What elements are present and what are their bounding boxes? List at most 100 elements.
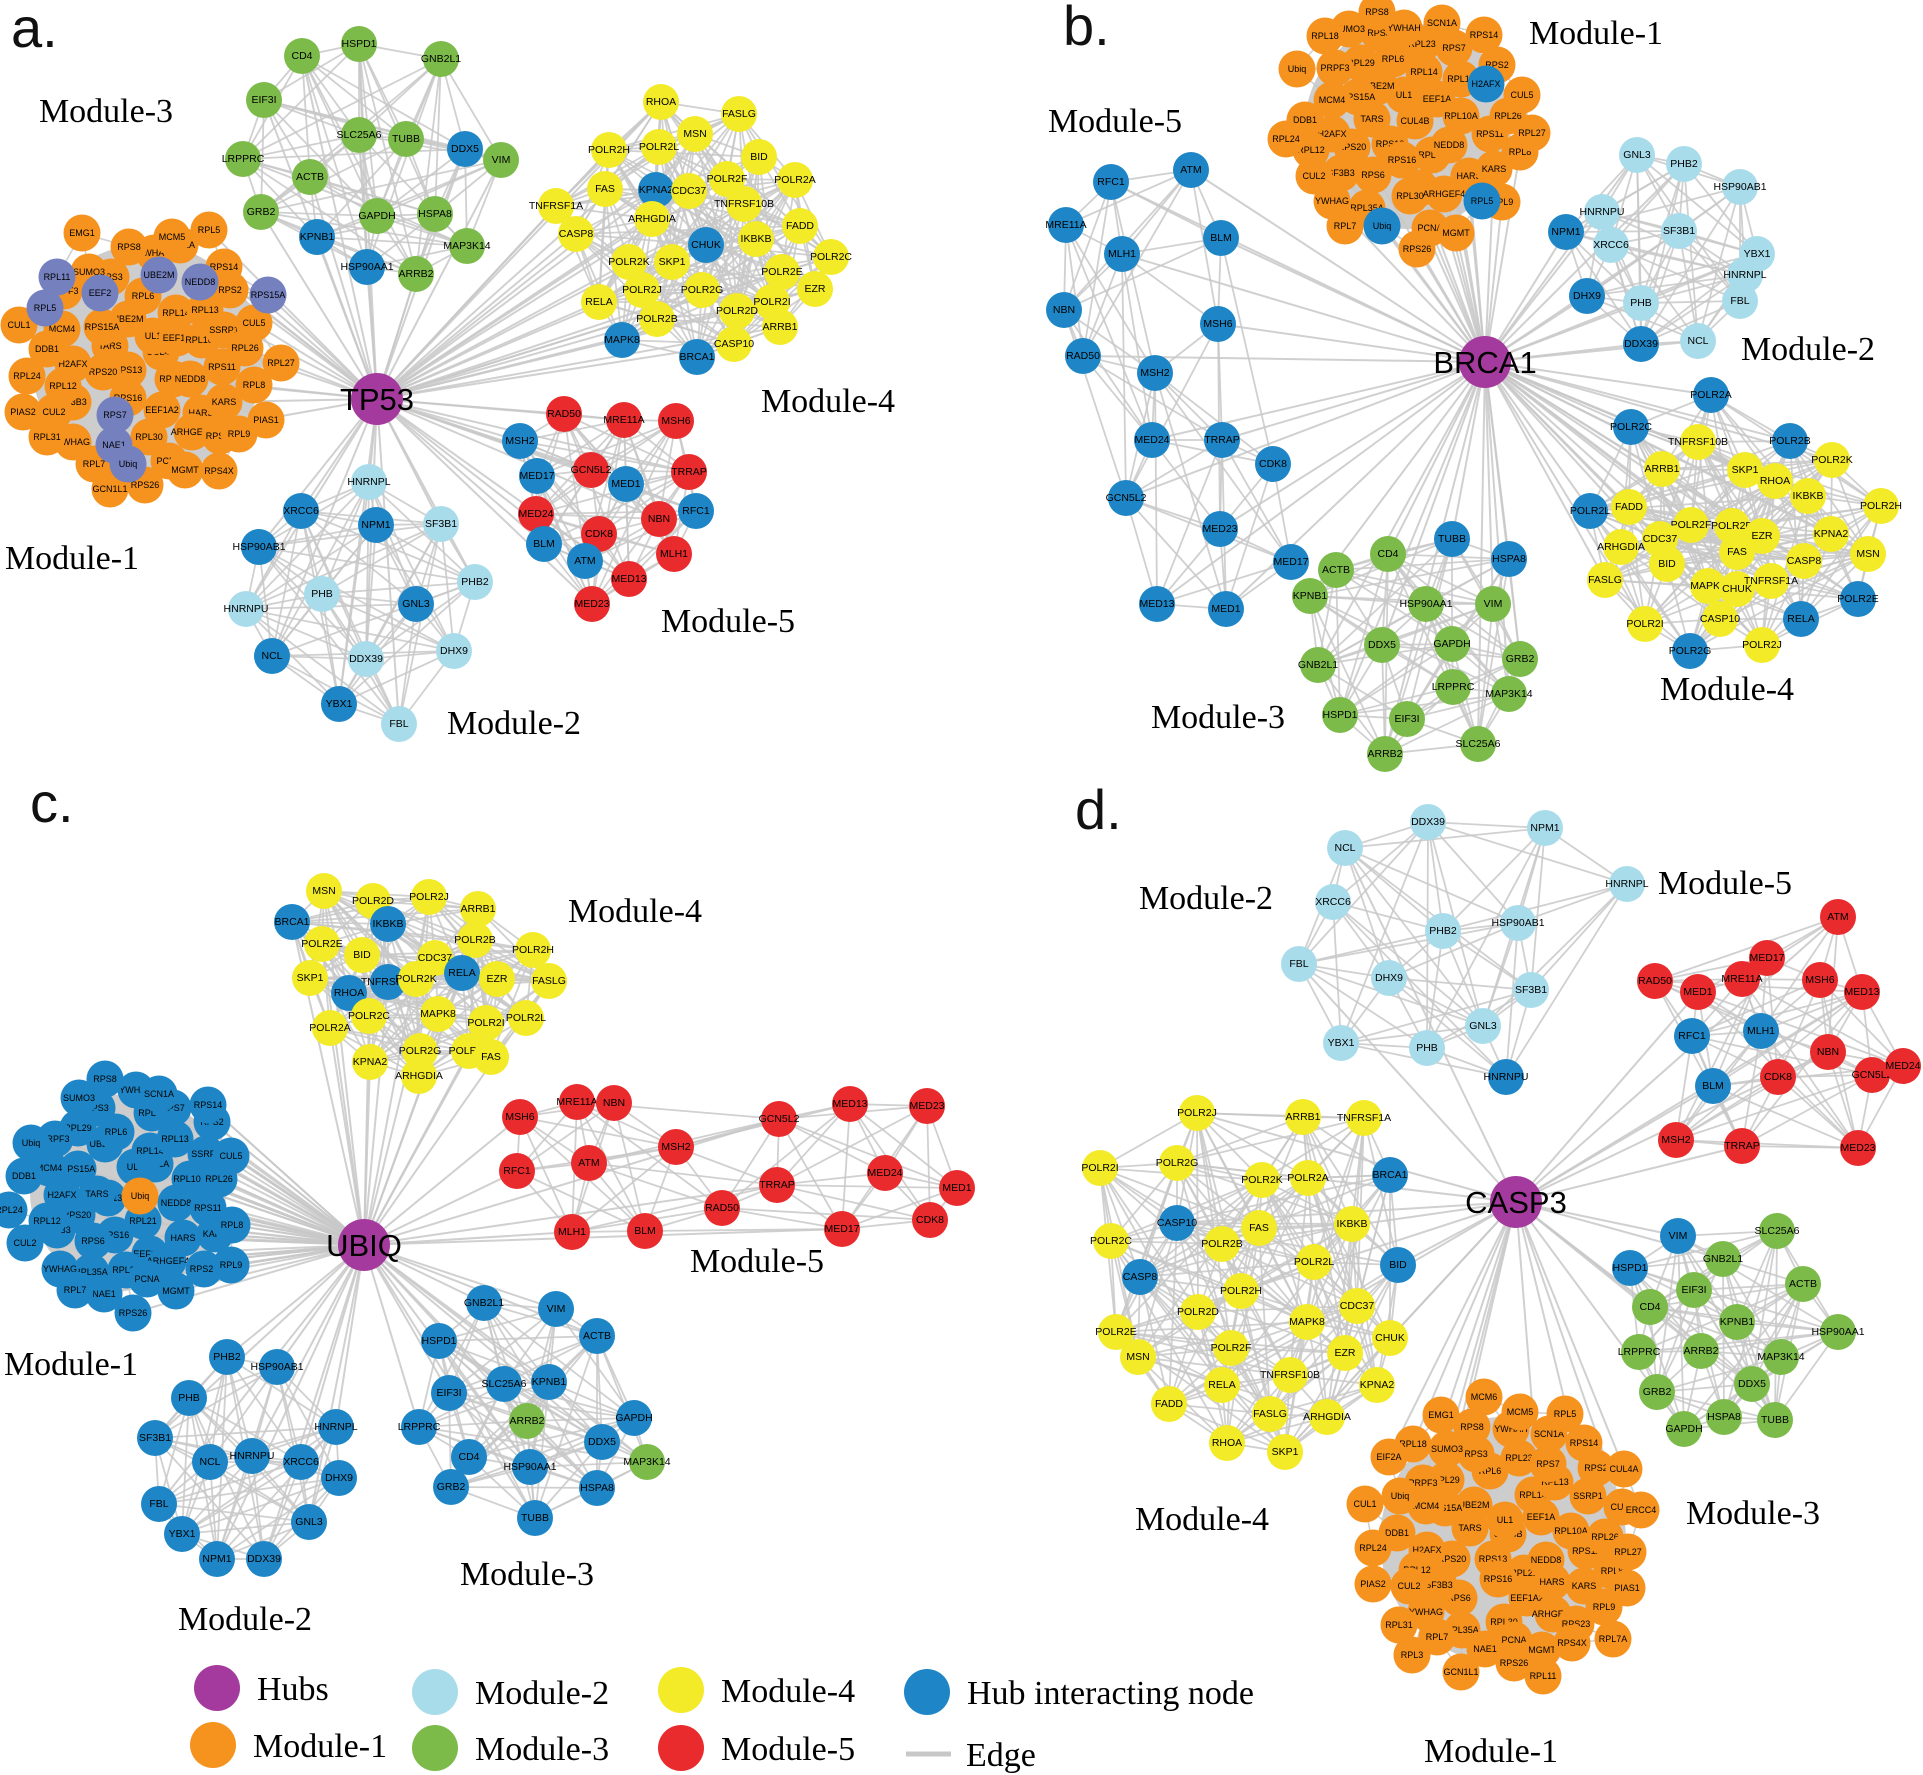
- svg-text:SUMO3: SUMO3: [1431, 1444, 1463, 1454]
- svg-text:RPL12: RPL12: [49, 381, 77, 391]
- svg-text:Module-4: Module-4: [721, 1673, 855, 1710]
- svg-text:RPL12: RPL12: [33, 1216, 61, 1226]
- svg-text:CD4: CD4: [458, 1451, 479, 1463]
- svg-text:UL1: UL1: [127, 1162, 144, 1172]
- svg-text:SLC25A6: SLC25A6: [1456, 738, 1501, 750]
- svg-text:RPL26: RPL26: [205, 1174, 233, 1184]
- svg-text:MED23: MED23: [1202, 523, 1237, 535]
- svg-text:RPS15A: RPS15A: [85, 322, 120, 332]
- svg-text:KPNB1: KPNB1: [532, 1376, 567, 1388]
- svg-text:RAD50: RAD50: [547, 408, 581, 420]
- svg-text:RHOA: RHOA: [646, 96, 676, 108]
- svg-text:LRPPRC: LRPPRC: [222, 153, 265, 165]
- svg-text:RPS20: RPS20: [89, 367, 118, 377]
- svg-text:UL1: UL1: [1396, 90, 1413, 100]
- svg-text:CD4: CD4: [1639, 1301, 1660, 1313]
- svg-text:MSN: MSN: [312, 885, 335, 897]
- svg-text:MSH2: MSH2: [1140, 367, 1169, 379]
- svg-text:RPS6: RPS6: [1361, 170, 1385, 180]
- svg-text:MGMT: MGMT: [162, 1286, 190, 1296]
- svg-text:HARS: HARS: [1456, 171, 1481, 181]
- svg-text:CDK8: CDK8: [1764, 1071, 1792, 1083]
- svg-text:PHB: PHB: [1630, 297, 1652, 309]
- svg-text:RPL8: RPL8: [243, 380, 266, 390]
- svg-text:SSRP1: SSRP1: [1573, 1491, 1603, 1501]
- svg-text:MGMT: MGMT: [171, 465, 199, 475]
- svg-text:UBE2M: UBE2M: [1363, 81, 1394, 91]
- svg-text:EIF3I: EIF3I: [1681, 1284, 1706, 1296]
- svg-text:NBN: NBN: [648, 513, 670, 525]
- svg-text:MAPK8: MAPK8: [420, 1008, 456, 1020]
- svg-text:HNRNPU: HNRNPU: [224, 603, 269, 615]
- svg-text:CUL1: CUL1: [7, 320, 30, 330]
- svg-text:FAS: FAS: [595, 183, 615, 195]
- svg-text:H2AFX: H2AFX: [47, 1190, 76, 1200]
- svg-text:Module-1: Module-1: [4, 1346, 138, 1383]
- svg-text:HNRNPL: HNRNPL: [1605, 878, 1648, 890]
- svg-text:TNFRSF10B: TNFRSF10B: [1260, 1369, 1320, 1381]
- svg-text:Hubs: Hubs: [257, 1671, 329, 1708]
- svg-text:Module-2: Module-2: [1741, 331, 1875, 368]
- svg-text:Module-3: Module-3: [1686, 1495, 1820, 1532]
- svg-text:RPL7: RPL7: [1426, 1632, 1449, 1642]
- svg-text:Module-1: Module-1: [1424, 1733, 1558, 1770]
- svg-text:MSH2: MSH2: [1661, 1134, 1690, 1146]
- svg-text:POLR2L: POLR2L: [1570, 505, 1610, 517]
- svg-text:RPL29: RPL29: [1432, 1475, 1460, 1485]
- svg-text:POLR2E: POLR2E: [1095, 1326, 1136, 1338]
- svg-text:ARRB2: ARRB2: [509, 1415, 544, 1427]
- svg-text:PHB2: PHB2: [1429, 925, 1457, 937]
- svg-text:CASP3: CASP3: [1465, 1185, 1567, 1220]
- svg-text:GRB2: GRB2: [247, 206, 276, 218]
- svg-text:DDX39: DDX39: [247, 1553, 281, 1565]
- svg-text:HNRNPL: HNRNPL: [1723, 269, 1766, 281]
- svg-text:FADD: FADD: [1615, 501, 1643, 513]
- svg-text:POLR2A: POLR2A: [1287, 1172, 1328, 1184]
- svg-text:POLR2K: POLR2K: [1241, 1174, 1282, 1186]
- svg-text:PIAS1: PIAS1: [1614, 1583, 1640, 1593]
- svg-text:MRE11A: MRE11A: [556, 1096, 597, 1108]
- svg-text:MAP3K14: MAP3K14: [1485, 688, 1532, 700]
- svg-text:ATM: ATM: [1180, 164, 1201, 176]
- svg-text:POLR2D: POLR2D: [1177, 1306, 1219, 1318]
- svg-text:YWHAG: YWHAG: [43, 1264, 77, 1274]
- svg-text:GRB2: GRB2: [1506, 653, 1535, 665]
- svg-text:TARS: TARS: [98, 341, 121, 351]
- svg-text:FASLG: FASLG: [532, 975, 566, 987]
- svg-text:POLR2D: POLR2D: [716, 305, 758, 317]
- svg-text:RPS11: RPS11: [208, 362, 236, 372]
- svg-text:POLR2H: POLR2H: [1220, 1285, 1262, 1297]
- svg-text:RPS11: RPS11: [1572, 1546, 1600, 1556]
- svg-text:RPL30: RPL30: [1490, 1617, 1518, 1627]
- svg-text:ARRB1: ARRB1: [460, 903, 495, 915]
- svg-text:Ubiq: Ubiq: [1288, 64, 1307, 74]
- svg-text:RELA: RELA: [585, 296, 612, 308]
- svg-text:RPS13: RPS13: [1479, 1554, 1508, 1564]
- svg-text:POLR2I: POLR2I: [1081, 1162, 1118, 1174]
- svg-text:SF3B1: SF3B1: [1663, 225, 1695, 237]
- svg-text:FAS: FAS: [481, 1051, 501, 1063]
- svg-text:SKP1: SKP1: [1732, 464, 1759, 476]
- svg-text:Module-3: Module-3: [475, 1731, 609, 1768]
- svg-text:VIM: VIM: [1484, 598, 1503, 610]
- svg-text:KPNA2: KPNA2: [353, 1056, 388, 1068]
- svg-text:RPL21: RPL21: [1510, 1568, 1538, 1578]
- svg-text:RPS8: RPS8: [1460, 1422, 1484, 1432]
- svg-text:POLR2A: POLR2A: [1690, 389, 1731, 401]
- svg-text:TARS: TARS: [1360, 114, 1383, 124]
- svg-text:RPS15A: RPS15A: [61, 1164, 96, 1174]
- svg-text:MCM4: MCM4: [1319, 95, 1346, 105]
- svg-text:MED17: MED17: [1273, 556, 1308, 568]
- svg-text:BID: BID: [1658, 558, 1676, 570]
- svg-text:MSH2: MSH2: [505, 435, 534, 447]
- svg-text:RPL21: RPL21: [1418, 150, 1446, 160]
- svg-text:CUL2: CUL2: [42, 407, 65, 417]
- svg-text:RFC1: RFC1: [1097, 176, 1125, 188]
- svg-text:HSPD1: HSPD1: [1612, 1262, 1647, 1274]
- svg-text:CUL5: CUL5: [219, 1151, 242, 1161]
- svg-text:ARHGEF4: ARHGEF4: [1423, 189, 1466, 199]
- svg-text:RPS14: RPS14: [1570, 1438, 1599, 1448]
- svg-text:POLR2E: POLR2E: [761, 266, 802, 278]
- svg-text:GCN5L2: GCN5L2: [1852, 1069, 1893, 1081]
- svg-text:ARRB2: ARRB2: [1367, 748, 1402, 760]
